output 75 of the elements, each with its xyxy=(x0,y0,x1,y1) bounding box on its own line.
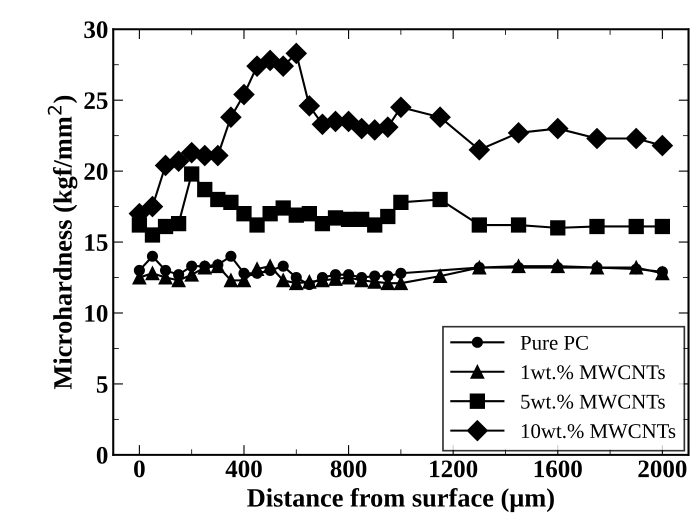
y-tick-label: 30 xyxy=(84,21,108,38)
x-tick-label: 800 xyxy=(330,460,366,478)
point xyxy=(262,206,278,222)
legend-label: 5wt.% MWCNTs xyxy=(521,394,665,409)
point xyxy=(236,206,252,222)
point xyxy=(249,217,265,233)
point xyxy=(626,128,647,150)
point xyxy=(276,273,290,288)
point xyxy=(197,182,212,198)
point xyxy=(380,208,396,224)
point xyxy=(286,42,307,64)
legend-label: Pure PC xyxy=(520,336,588,350)
legend-label: 1wt.% MWCNTs xyxy=(522,365,665,380)
y-tick-label: 0 xyxy=(96,446,108,464)
point xyxy=(146,250,158,262)
point xyxy=(354,212,370,227)
point xyxy=(586,128,608,150)
point xyxy=(395,268,406,279)
point xyxy=(629,260,644,275)
point xyxy=(220,106,242,128)
x-tick-label: 1200 xyxy=(430,460,478,478)
point xyxy=(246,56,268,77)
point xyxy=(224,273,238,288)
point xyxy=(314,216,330,232)
point xyxy=(472,217,487,233)
x-tick-label: 400 xyxy=(226,460,262,478)
point xyxy=(628,218,644,234)
point xyxy=(547,118,568,140)
point xyxy=(390,96,412,118)
y-tick-label: 25 xyxy=(84,92,108,110)
point xyxy=(550,259,565,274)
point xyxy=(510,217,526,233)
point xyxy=(263,259,278,274)
point xyxy=(233,84,254,106)
point xyxy=(225,250,236,262)
x-axis-title: Distance from surface (μm) xyxy=(247,488,554,512)
point xyxy=(250,262,264,276)
point xyxy=(468,139,490,160)
point xyxy=(393,194,409,210)
point xyxy=(146,266,160,280)
point xyxy=(430,106,451,128)
point xyxy=(655,266,670,280)
point xyxy=(298,95,320,116)
x-tick-label: 2000 xyxy=(638,460,686,478)
y-tick-label: 15 xyxy=(85,234,108,251)
point xyxy=(260,50,281,71)
point xyxy=(144,227,160,243)
point xyxy=(589,218,605,234)
point xyxy=(276,200,291,216)
point xyxy=(367,217,382,233)
point xyxy=(302,206,317,222)
point xyxy=(652,135,673,156)
point xyxy=(433,269,448,284)
y-tick-label: 10 xyxy=(85,305,108,322)
point xyxy=(272,56,294,77)
legend-label: 10wt.% MWCNTs xyxy=(522,424,676,438)
x-tick-label: 0 xyxy=(134,460,145,478)
point xyxy=(550,220,566,236)
point xyxy=(170,216,186,232)
y-tick-label: 5 xyxy=(96,376,108,393)
x-tick-label: 1600 xyxy=(534,460,582,478)
point xyxy=(210,192,226,208)
y-axis-title: Microhardness (kgf/mm$^{2}$) xyxy=(48,96,78,390)
point xyxy=(210,259,225,274)
point xyxy=(278,260,289,272)
point xyxy=(168,150,190,172)
point xyxy=(223,194,239,210)
point xyxy=(198,260,212,275)
y-tick-label: 20 xyxy=(84,163,108,180)
point xyxy=(654,218,670,234)
point xyxy=(302,274,316,289)
point xyxy=(142,196,163,218)
point xyxy=(432,192,448,208)
point xyxy=(184,166,200,182)
point xyxy=(508,122,530,144)
